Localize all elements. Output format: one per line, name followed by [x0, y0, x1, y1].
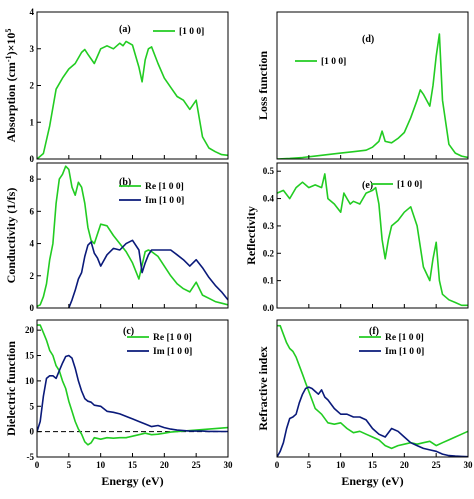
- chart-panel-e: 0.0 0.1 0.2 0.3 0.4 0.5 Reflectivity (e) [1 0 0]: [244, 162, 469, 313]
- chart-panel-b: 0 2 4 6 8 Conductivity (1/fs) (b) Re [1 0 0] Im …: [4, 162, 229, 313]
- panel-label-c: (c): [123, 326, 134, 337]
- series-line-b-0: [37, 165, 228, 308]
- y-axis-label-part: Dielectric function: [4, 341, 18, 436]
- series-line-f-1: [277, 386, 468, 457]
- panel-label-a: (a): [119, 24, 131, 35]
- axes-frame-b: [36, 162, 229, 309]
- y-tick-label-c-2: 5: [30, 401, 35, 411]
- y-tick-label-e-1: 0.1: [263, 276, 275, 286]
- y-tick-label-e-0: 0.0: [263, 303, 275, 313]
- y-axis-label-b: Conductivity (1/fs): [4, 188, 18, 284]
- y-tick-label-c-4: 15: [25, 351, 35, 361]
- y-tick-label-e-3: 0.3: [263, 221, 275, 231]
- x-tick-label-c-4: 20: [160, 460, 170, 470]
- series-line-f-0: [277, 324, 468, 450]
- y-tick-label-b-3: 6: [30, 206, 35, 216]
- y-axis-label-part: Loss function: [256, 51, 270, 120]
- x-tick-label-f-2: 10: [336, 460, 346, 470]
- y-tick-label-e-2: 0.2: [263, 248, 275, 258]
- y-tick-label-b-4: 8: [30, 174, 35, 184]
- legend-label-e-0: [1 0 0]: [397, 180, 422, 190]
- x-axis-label-f: Energy (eV): [341, 474, 403, 488]
- x-tick-label-f-1: 5: [307, 460, 312, 470]
- chart-panel-d: Loss function (d) [1 0 0]: [256, 11, 469, 160]
- panel-label-e: (e): [362, 180, 373, 191]
- x-tick-label-f-5: 25: [432, 460, 442, 470]
- x-tick-label-c-3: 15: [128, 460, 138, 470]
- x-tick-label-f-6: 30: [464, 460, 474, 470]
- y-axis-label-part: )×10: [4, 33, 18, 56]
- x-tick-label-f-3: 15: [368, 460, 378, 470]
- panel-label-d: (d): [362, 34, 374, 45]
- y-axis-label-part: -1: [4, 55, 13, 62]
- y-tick-label-a-0: 0: [30, 154, 35, 164]
- series-line-a-0: [37, 40, 228, 159]
- series-line-b-1: [68, 239, 228, 308]
- y-axis-label-part: Conductivity (1/fs): [4, 188, 18, 284]
- x-tick-label-f-4: 20: [400, 460, 410, 470]
- y-tick-label-e-5: 0.5: [263, 166, 275, 176]
- panel-label-b: (b): [119, 177, 131, 188]
- y-tick-label-a-2: 2: [30, 81, 35, 91]
- y-tick-label-c-1: 0: [30, 427, 35, 437]
- chart-panel-a: 0 1 2 3 4 Absorption (cm-1)×105 (a) [1 0 0]: [4, 7, 229, 164]
- y-axis-label-a: Absorption (cm-1)×105: [4, 29, 19, 143]
- y-axis-label-e: Reflectivity: [244, 206, 258, 265]
- series-line-c-0: [37, 324, 228, 446]
- y-tick-label-c-0: -5: [27, 452, 35, 462]
- x-tick-label-f-0: 0: [275, 460, 280, 470]
- series-line-e-0: [277, 173, 468, 307]
- legend-label-a-0: [1 0 0]: [179, 27, 204, 37]
- series-line-c-1: [37, 354, 228, 433]
- y-axis-label-part: Absorption (cm: [4, 62, 18, 142]
- y-axis-label-f: Refractive index: [256, 346, 270, 430]
- x-tick-label-c-1: 5: [67, 460, 72, 470]
- x-tick-label-c-2: 10: [96, 460, 106, 470]
- legend-label-f-1: Im [1 0 0]: [385, 347, 424, 357]
- y-axis-label-c: Dielectric function: [4, 341, 18, 436]
- chart-panel-f: 0 5 10 15 20 25 30 Refractive index Energy (eV) (…: [256, 319, 474, 488]
- legend-label-f-0: Re [1 0 0]: [385, 333, 424, 343]
- y-tick-label-a-4: 4: [30, 7, 35, 17]
- y-tick-label-a-1: 1: [30, 117, 35, 127]
- x-tick-label-c-6: 30: [224, 460, 234, 470]
- y-tick-label-c-5: 20: [25, 325, 35, 335]
- y-axis-label-part: Refractive index: [256, 346, 270, 430]
- y-tick-label-b-2: 4: [30, 239, 35, 249]
- y-tick-label-b-1: 2: [30, 271, 35, 281]
- series-line-d-0: [277, 33, 468, 159]
- legend-label-b-0: Re [1 0 0]: [145, 182, 184, 192]
- y-axis-label-part: 5: [4, 29, 13, 33]
- x-axis-label-c: Energy (eV): [101, 474, 163, 488]
- legend-label-b-1: Im [1 0 0]: [145, 196, 184, 206]
- y-axis-label-d: Loss function: [256, 51, 270, 120]
- y-axis-label-part: Reflectivity: [244, 206, 258, 265]
- y-tick-label-a-3: 3: [30, 44, 35, 54]
- panel-label-f: (f): [369, 326, 379, 337]
- legend-label-c-1: Im [1 0 0]: [153, 347, 192, 357]
- y-tick-label-c-3: 10: [25, 376, 35, 386]
- legend-label-c-0: Re [1 0 0]: [153, 333, 192, 343]
- y-tick-label-b-0: 0: [30, 303, 35, 313]
- legend-label-d-0: [1 0 0]: [321, 57, 346, 67]
- x-tick-label-c-5: 25: [192, 460, 202, 470]
- y-tick-label-e-4: 0.4: [263, 194, 275, 204]
- x-tick-label-c-0: 0: [35, 460, 40, 470]
